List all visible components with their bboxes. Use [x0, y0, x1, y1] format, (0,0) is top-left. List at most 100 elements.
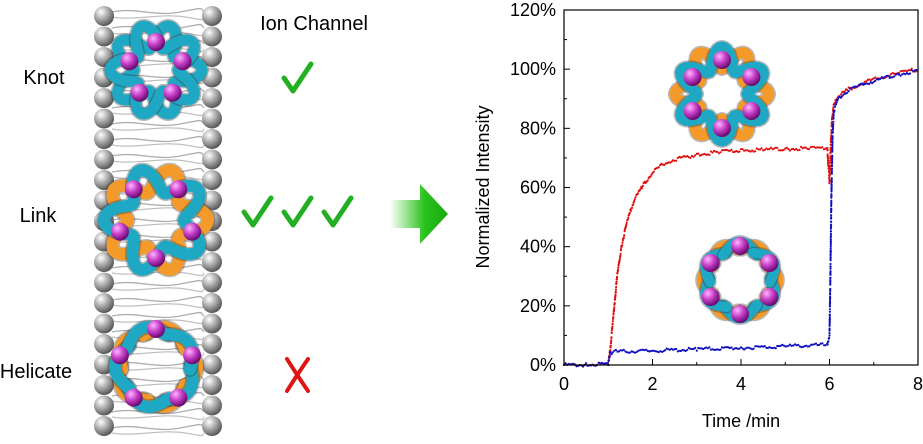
data-point — [622, 236, 626, 239]
data-point — [741, 347, 744, 350]
data-point — [749, 150, 752, 153]
data-point — [829, 230, 833, 233]
lipid-head — [94, 252, 114, 272]
data-point — [717, 152, 721, 155]
data-point — [739, 346, 743, 349]
data-point — [811, 343, 814, 346]
data-point — [828, 327, 831, 330]
data-point — [614, 294, 617, 297]
data-point — [890, 73, 893, 76]
data-point — [829, 161, 832, 164]
lipid-tail — [111, 159, 205, 165]
data-point — [874, 79, 877, 82]
data-point — [897, 73, 901, 76]
data-point — [617, 350, 621, 353]
data-point — [610, 339, 613, 342]
data-point — [611, 325, 614, 328]
data-point — [801, 345, 805, 348]
data-point — [830, 167, 834, 170]
data-point — [708, 346, 711, 349]
data-point — [846, 91, 849, 94]
lipid-tail — [111, 311, 205, 319]
data-point — [618, 261, 621, 265]
strand — [106, 164, 214, 276]
lipid-head — [94, 416, 114, 436]
lipid-head — [94, 272, 114, 293]
lipid-head — [94, 6, 114, 26]
data-point — [697, 152, 700, 155]
data-point — [692, 155, 695, 158]
inset-link-structure — [668, 40, 776, 148]
lipid-tail — [111, 23, 205, 31]
data-point — [828, 171, 831, 174]
data-point — [828, 313, 831, 316]
data-point — [617, 266, 620, 269]
data-point — [839, 96, 843, 99]
data-point — [634, 196, 637, 199]
lipid-tail — [111, 271, 205, 277]
data-point — [741, 148, 744, 151]
data-point — [625, 223, 628, 226]
data-point — [611, 351, 614, 354]
data-point — [871, 82, 874, 85]
data-point — [636, 192, 640, 195]
data-point — [830, 207, 833, 210]
data-point — [812, 145, 816, 148]
data-point — [829, 282, 832, 285]
data-point — [709, 150, 713, 153]
data-point — [651, 172, 654, 175]
metal-ion — [683, 102, 702, 120]
data-point — [832, 113, 835, 116]
data-point — [832, 114, 835, 118]
data-point — [829, 243, 832, 246]
data-point — [630, 206, 634, 209]
data-point — [609, 349, 612, 352]
metal-ion — [147, 320, 165, 338]
data-point — [828, 308, 832, 311]
data-point — [829, 262, 832, 266]
lipid-head — [202, 231, 222, 252]
lipid-head — [202, 170, 222, 190]
y-axis-label: Normalized Intensity — [473, 105, 493, 268]
data-point — [829, 247, 832, 250]
data-point — [909, 72, 912, 75]
data-point — [779, 344, 782, 347]
data-point — [829, 159, 832, 162]
data-point — [894, 73, 898, 76]
data-point — [829, 287, 832, 291]
lipid-head — [94, 375, 114, 395]
lipid-head — [202, 129, 222, 149]
data-point — [905, 70, 909, 73]
data-point — [795, 147, 798, 151]
data-point — [754, 345, 757, 348]
data-point — [829, 240, 832, 243]
data-point — [828, 182, 831, 185]
data-point — [868, 82, 871, 85]
data-point — [829, 249, 832, 252]
data-point — [787, 148, 790, 151]
data-point — [776, 146, 779, 149]
data-point — [846, 88, 849, 91]
lipid-head — [202, 293, 222, 313]
data-point — [649, 175, 652, 178]
data-point — [615, 286, 618, 289]
data-point — [809, 146, 812, 149]
data-point — [625, 221, 628, 224]
data-point — [835, 102, 838, 106]
data-point — [698, 347, 702, 350]
metal-ion — [760, 288, 779, 306]
data-point — [824, 344, 827, 347]
data-point — [694, 154, 697, 157]
data-point — [899, 74, 902, 77]
data-point — [673, 159, 676, 162]
data-point — [716, 150, 719, 153]
data-point — [828, 332, 831, 335]
data-point — [763, 148, 766, 151]
data-point — [694, 346, 697, 349]
metal-ion — [169, 180, 188, 199]
data-point — [746, 346, 749, 349]
row-label-knot: Knot — [23, 67, 65, 89]
data-point — [830, 220, 833, 223]
data-point — [627, 351, 630, 354]
data-point — [829, 265, 832, 268]
